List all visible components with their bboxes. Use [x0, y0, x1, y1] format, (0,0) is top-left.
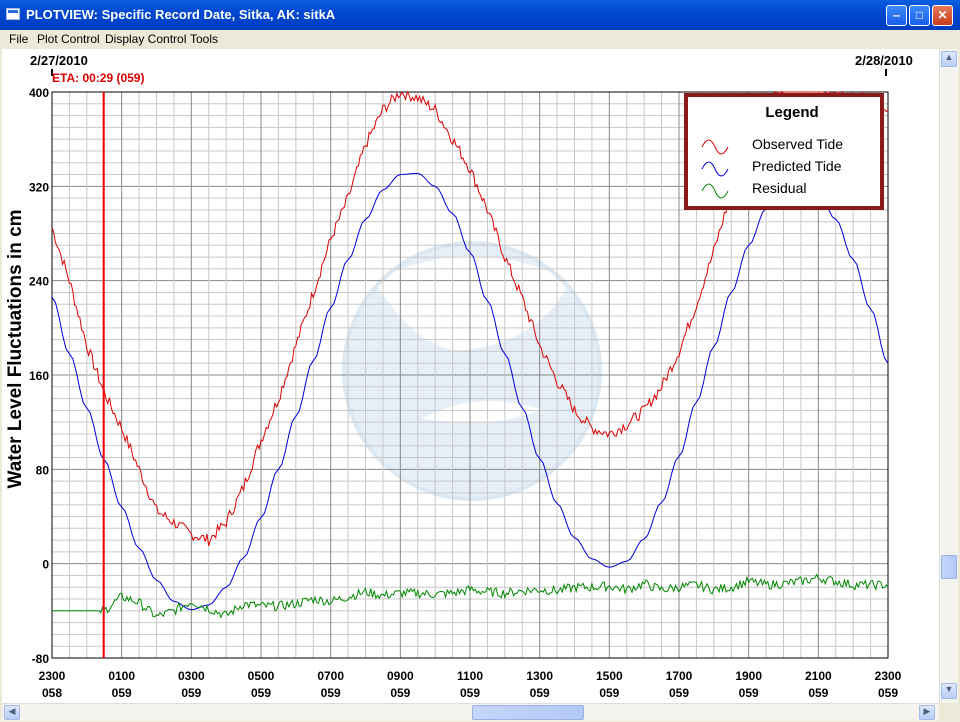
tide-chart: -80 0 80 160 240 320 400 2300 058 0100 059 0300 059… [5, 53, 913, 700]
app-icon [6, 8, 20, 20]
x-tick-label-day: 059 [251, 686, 271, 700]
legend-swatch-predicted [701, 161, 729, 177]
minimize-button[interactable]: ‒ [886, 5, 907, 26]
menu-bar: File Plot Control Display Control Tools [0, 30, 960, 49]
menu-file[interactable]: File [9, 32, 29, 46]
plot-area: -80 0 80 160 240 320 400 2300 058 0100 059 0300 059… [2, 49, 939, 703]
x-tick-label-hour: 1500 [596, 669, 623, 683]
plot-frame [51, 91, 889, 659]
y-tick-label: 400 [29, 86, 49, 100]
y-tick-label: 80 [36, 463, 50, 477]
y-tick-label: 320 [29, 180, 49, 194]
y-axis-ticks: -80 0 80 160 240 320 400 [29, 86, 49, 666]
close-icon: ✕ [937, 8, 948, 22]
arrow-right-icon: ▶ [923, 706, 931, 716]
x-tick-label-hour: 2300 [39, 669, 66, 683]
x-tick-label-hour: 2100 [805, 669, 832, 683]
legend-title: Legend [765, 104, 818, 121]
x-tick-label-day: 059 [112, 686, 132, 700]
x-tick-label-day: 059 [181, 686, 201, 700]
x-tick-label-day: 059 [530, 686, 550, 700]
x-tick-label-hour: 0300 [178, 669, 205, 683]
menu-plot-control[interactable]: Plot Control [37, 32, 100, 46]
legend-swatch-observed [701, 139, 729, 155]
close-button[interactable]: ✕ [932, 5, 953, 26]
x-tick-label-day: 059 [390, 686, 410, 700]
title-bar[interactable]: PLOTVIEW: Specific Record Date, Sitka, A… [0, 0, 960, 30]
x-tick-label-day: 059 [808, 686, 828, 700]
menu-display-control[interactable]: Display Control [105, 32, 187, 46]
legend-swatch-residual [701, 183, 729, 199]
horizontal-scroll-thumb[interactable] [472, 705, 584, 720]
y-tick-label: 240 [29, 275, 49, 289]
arrow-down-icon: ▼ [944, 684, 954, 694]
legend: Legend Observed Tide Predicted Tide Resi… [684, 93, 884, 210]
x-tick-label-day: 059 [599, 686, 619, 700]
x-tick-label-day: 058 [42, 686, 62, 700]
legend-box [684, 93, 884, 210]
scroll-left-button[interactable]: ◀ [4, 705, 20, 720]
legend-label-predicted: Predicted Tide [752, 158, 842, 174]
eta-label: ETA: 00:29 (059) [52, 71, 144, 85]
resize-grip[interactable] [941, 705, 957, 720]
maximize-icon: □ [915, 8, 924, 22]
scroll-down-button[interactable]: ▼ [941, 683, 957, 699]
x-tick-label-hour: 0500 [248, 669, 275, 683]
y-axis-label: Water Level Fluctuations in cm [5, 209, 26, 488]
x-tick-label-hour: 0700 [317, 669, 344, 683]
scroll-right-button[interactable]: ▶ [919, 705, 935, 720]
x-tick-label-hour: 0100 [108, 669, 135, 683]
legend-label-observed: Observed Tide [752, 136, 843, 152]
y-tick-label: 0 [42, 558, 49, 572]
window-title: PLOTVIEW: Specific Record Date, Sitka, A… [26, 7, 336, 22]
arrow-up-icon: ▲ [944, 52, 954, 62]
series-line-predicted-tide [51, 172, 889, 611]
horizontal-scrollbar[interactable]: ◀ ▶ [2, 703, 939, 721]
x-tick-label-day: 059 [669, 686, 689, 700]
x-tick-label-day: 059 [460, 686, 480, 700]
x-tick-label-hour: 2300 [875, 669, 902, 683]
noaa-logo-watermark [342, 241, 602, 501]
series-line-residual [52, 573, 889, 619]
x-tick-label-day: 059 [878, 686, 898, 700]
date-right-label: 2/28/2010 [855, 53, 913, 68]
date-left-label: 2/27/2010 [30, 53, 88, 68]
x-tick-label-hour: 1300 [526, 669, 553, 683]
maximize-button[interactable]: □ [909, 5, 930, 26]
menu-tools[interactable]: Tools [190, 32, 219, 46]
minimize-icon: ‒ [893, 8, 900, 22]
vertical-scroll-thumb[interactable] [941, 555, 957, 579]
x-tick-label-day: 059 [739, 686, 759, 700]
y-tick-label: 160 [29, 369, 49, 383]
x-tick-label-hour: 1900 [735, 669, 762, 683]
arrow-left-icon: ◀ [8, 706, 16, 716]
y-tick-label: -80 [32, 652, 50, 666]
x-tick-label-hour: 1100 [457, 669, 483, 683]
scroll-up-button[interactable]: ▲ [941, 51, 957, 67]
vertical-scrollbar[interactable]: ▲ ▼ [939, 49, 958, 703]
x-tick-label-hour: 0900 [387, 669, 414, 683]
legend-label-residual: Residual [752, 180, 806, 196]
x-tick-label-day: 059 [321, 686, 341, 700]
x-axis-ticks: 2300 058 0100 059 0300 059 0500 059 0700 059 0900 0… [39, 669, 902, 700]
x-tick-label-hour: 1700 [666, 669, 693, 683]
